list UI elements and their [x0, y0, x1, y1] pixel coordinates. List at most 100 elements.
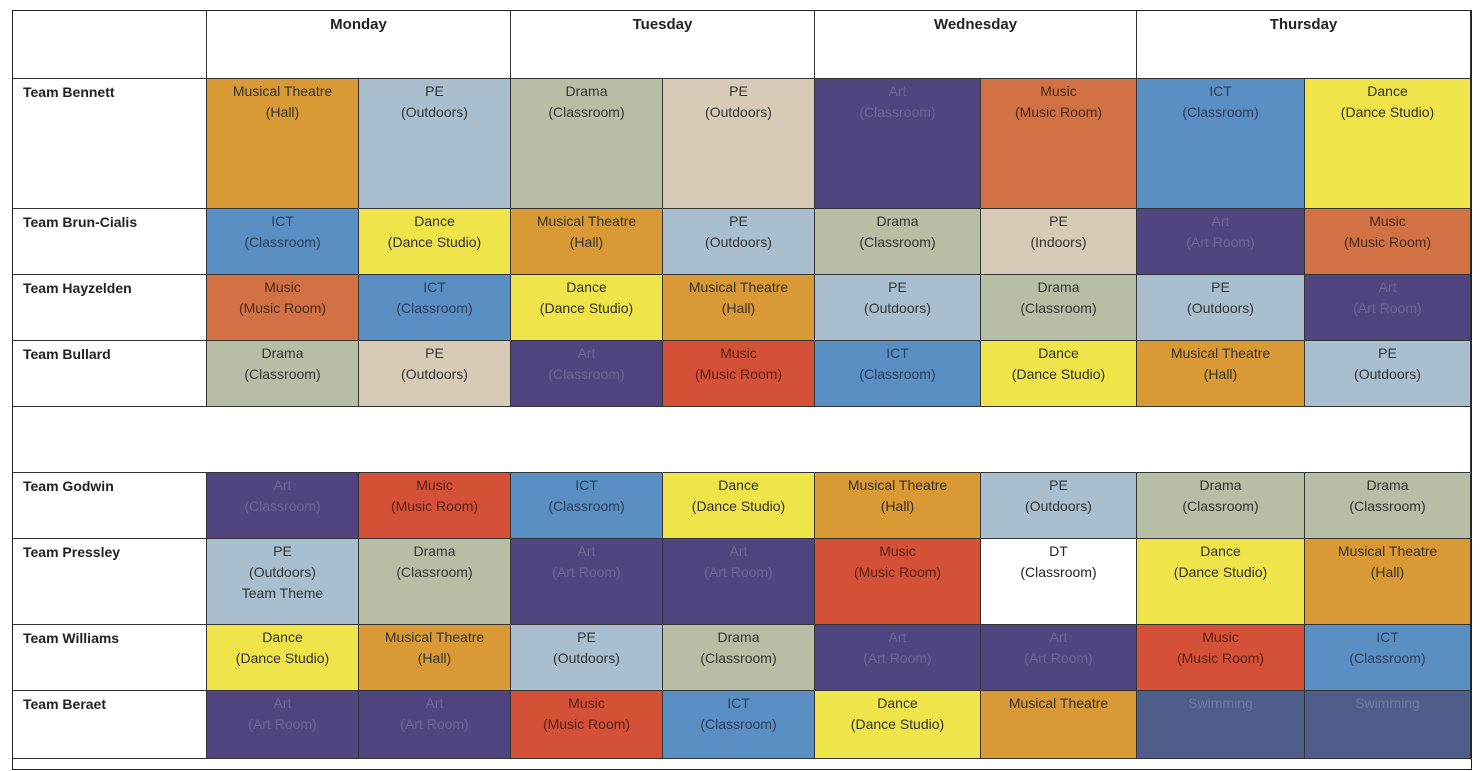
lesson-subject: PE [1211, 279, 1230, 295]
lesson-detail: (Outdoors) [864, 300, 931, 316]
team-name: Team Pressley [13, 539, 207, 625]
lesson-detail: (Hall) [721, 300, 756, 316]
lesson-subject: PE [1049, 477, 1068, 493]
lesson-subject: PE [425, 345, 444, 361]
lesson-cell: Dance (Dance Studio) [981, 341, 1137, 407]
lesson-detail: (Classroom) [1349, 650, 1426, 666]
lesson-subject: Art [1049, 629, 1068, 645]
lesson-detail: (Classroom) [859, 366, 936, 382]
lesson-subject: Musical Theatre [384, 629, 485, 645]
lesson-cell: Dance (Dance Studio) [359, 209, 511, 275]
lesson-detail: (Classroom) [859, 234, 936, 250]
lesson-cell: Dance (Dance Studio) [663, 473, 815, 539]
lesson-cell: PE (Outdoors) [1137, 275, 1305, 341]
lesson-detail: (Art Room) [248, 716, 317, 732]
lesson-cell: Art (Art Room) [511, 539, 663, 625]
lesson-subject: PE [1049, 213, 1068, 229]
lesson-cell: Drama (Classroom) [1305, 473, 1471, 539]
lesson-subject: Art [888, 83, 907, 99]
lesson-cell: DT (Classroom) [981, 539, 1137, 625]
lesson-cell: Dance (Dance Studio) [1305, 79, 1471, 209]
lesson-subject: ICT [1209, 83, 1232, 99]
lesson-detail: (Art Room) [552, 564, 621, 580]
lesson-detail: (Dance Studio) [235, 650, 330, 666]
lesson-subject: Music [1202, 629, 1239, 645]
lesson-cell: Dance (Dance Studio) [511, 275, 663, 341]
lesson-cell: Art (Art Room) [663, 539, 815, 625]
lesson-cell: Music (Music Room) [1305, 209, 1471, 275]
lesson-subject: Drama [876, 213, 919, 229]
lesson-detail: (Outdoors) [553, 650, 620, 666]
lesson-cell: Swimming [1137, 691, 1305, 759]
lesson-detail: (Classroom) [700, 650, 777, 666]
lesson-subject: Dance [414, 213, 455, 229]
lesson-detail: (Classroom) [1349, 498, 1426, 514]
lesson-detail: Team Theme [241, 585, 324, 601]
lesson-cell: Music (Music Room) [511, 691, 663, 759]
lesson-subject: ICT [886, 345, 909, 361]
lesson-detail: (Music Room) [390, 498, 479, 514]
lesson-cell: Swimming [1305, 691, 1471, 759]
lesson-cell: Art (Art Room) [359, 691, 511, 759]
lesson-cell: Art (Classroom) [511, 341, 663, 407]
team-name: Team Bullard [13, 341, 207, 407]
lesson-detail: (Dance Studio) [387, 234, 482, 250]
lesson-detail: (Music Room) [853, 564, 942, 580]
lesson-cell: Musical Theatre (Hall) [815, 473, 981, 539]
lesson-cell: PE (Outdoors) Team Theme [207, 539, 359, 625]
lesson-cell: PE (Indoors) [981, 209, 1137, 275]
lesson-subject: Musical Theatre [536, 213, 637, 229]
lesson-detail: (Outdoors) [1354, 366, 1421, 382]
lesson-detail: (Classroom) [1182, 104, 1259, 120]
lesson-subject: Dance [718, 477, 759, 493]
lesson-detail: (Dance Studio) [1173, 564, 1268, 580]
lesson-cell: Drama (Classroom) [359, 539, 511, 625]
lesson-subject: ICT [423, 279, 446, 295]
lesson-cell: Music (Music Room) [1137, 625, 1305, 691]
lesson-cell: ICT (Classroom) [663, 691, 815, 759]
lesson-subject: Drama [1037, 279, 1080, 295]
lesson-cell: PE (Outdoors) [815, 275, 981, 341]
lesson-subject: Drama [565, 83, 608, 99]
lesson-detail: (Dance Studio) [691, 498, 786, 514]
lesson-subject: Drama [413, 543, 456, 559]
lesson-detail: (Outdoors) [1187, 300, 1254, 316]
lesson-cell: Music (Music Room) [207, 275, 359, 341]
lesson-subject: Swimming [1355, 695, 1420, 711]
lesson-subject: Dance [1367, 83, 1408, 99]
lesson-detail: (Classroom) [700, 716, 777, 732]
lesson-cell: ICT (Classroom) [1137, 79, 1305, 209]
lesson-cell: Music (Music Room) [663, 341, 815, 407]
lesson-subject: Dance [262, 629, 303, 645]
lesson-subject: Music [1040, 83, 1077, 99]
lesson-cell: Musical Theatre (Hall) [511, 209, 663, 275]
lesson-detail: (Art Room) [863, 650, 932, 666]
lesson-detail: (Outdoors) [705, 104, 772, 120]
lesson-subject: Drama [717, 629, 760, 645]
lesson-detail: (Music Room) [542, 716, 631, 732]
lesson-cell: Drama (Classroom) [981, 275, 1137, 341]
lesson-subject: PE [425, 83, 444, 99]
lesson-subject: Drama [261, 345, 304, 361]
lesson-subject: PE [1378, 345, 1397, 361]
lesson-detail: (Dance Studio) [1011, 366, 1106, 382]
lesson-cell: ICT (Classroom) [815, 341, 981, 407]
lesson-subject: Drama [1366, 477, 1409, 493]
lesson-cell: PE (Outdoors) [981, 473, 1137, 539]
lesson-cell: Drama (Classroom) [207, 341, 359, 407]
lesson-detail: (Art Room) [704, 564, 773, 580]
lesson-detail: (Music Room) [238, 300, 327, 316]
lesson-cell: PE (Outdoors) [663, 79, 815, 209]
lesson-subject: Musical Theatre [1008, 695, 1109, 711]
lesson-subject: Art [577, 345, 596, 361]
lesson-detail: (Dance Studio) [1340, 104, 1435, 120]
team-name: Team Hayzelden [13, 275, 207, 341]
lesson-cell: Art (Classroom) [815, 79, 981, 209]
lesson-detail: (Music Room) [694, 366, 783, 382]
lesson-detail: (Classroom) [244, 498, 321, 514]
lesson-cell: Drama (Classroom) [511, 79, 663, 209]
lesson-detail: (Classroom) [244, 234, 321, 250]
lesson-subject: Dance [1038, 345, 1079, 361]
lesson-detail: (Outdoors) [401, 104, 468, 120]
lesson-subject: Music [264, 279, 301, 295]
